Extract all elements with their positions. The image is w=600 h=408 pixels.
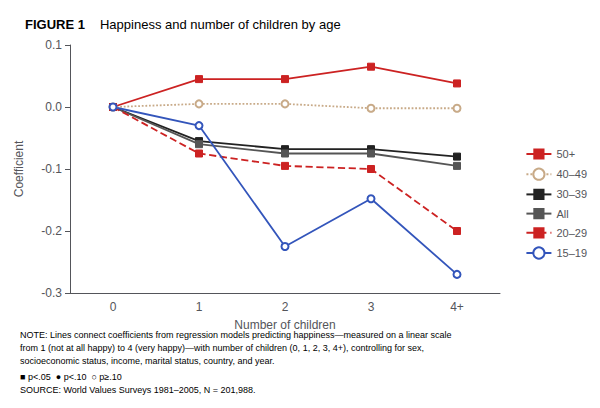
svg-text:-0.1: -0.1 xyxy=(41,162,62,176)
svg-text:0: 0 xyxy=(110,300,117,314)
svg-text:4+: 4+ xyxy=(450,300,464,314)
svg-text:FIGURE 1: FIGURE 1 xyxy=(25,17,85,32)
svg-text:0.0: 0.0 xyxy=(45,100,62,114)
svg-text:-0.3: -0.3 xyxy=(41,286,62,300)
svg-text:Number of children: Number of children xyxy=(234,318,335,332)
svg-text:40–49: 40–49 xyxy=(556,168,587,180)
svg-text:-0.2: -0.2 xyxy=(41,224,62,238)
svg-text:SOURCE: World Values Surveys 1: SOURCE: World Values Surveys 1981–2005, … xyxy=(20,385,256,395)
svg-text:from 1 (not at all happy) to 4: from 1 (not at all happy) to 4 (very hap… xyxy=(20,343,424,353)
svg-text:15–19: 15–19 xyxy=(556,247,587,259)
svg-text:1: 1 xyxy=(196,300,203,314)
svg-text:50+: 50+ xyxy=(556,148,575,160)
svg-text:3: 3 xyxy=(368,300,375,314)
svg-text:Coefficient: Coefficient xyxy=(12,140,26,197)
svg-text:30–39: 30–39 xyxy=(556,188,587,200)
svg-text:20–29: 20–29 xyxy=(556,227,587,239)
svg-text:All: All xyxy=(556,208,568,220)
svg-text:Happiness and number of childr: Happiness and number of children by age xyxy=(100,17,341,32)
svg-text:0.1: 0.1 xyxy=(45,38,62,52)
svg-text:socioeconomic status, income,: socioeconomic status, income, marital st… xyxy=(20,356,274,366)
svg-text:2: 2 xyxy=(282,300,289,314)
svg-text:NOTE: Lines connect coefficien: NOTE: Lines connect coefficients from re… xyxy=(20,329,452,340)
svg-text:■ p<.05 ● p<.10 ○ p≥.10: ■ p<.05 ● p<.10 ○ p≥.10 xyxy=(20,372,122,382)
